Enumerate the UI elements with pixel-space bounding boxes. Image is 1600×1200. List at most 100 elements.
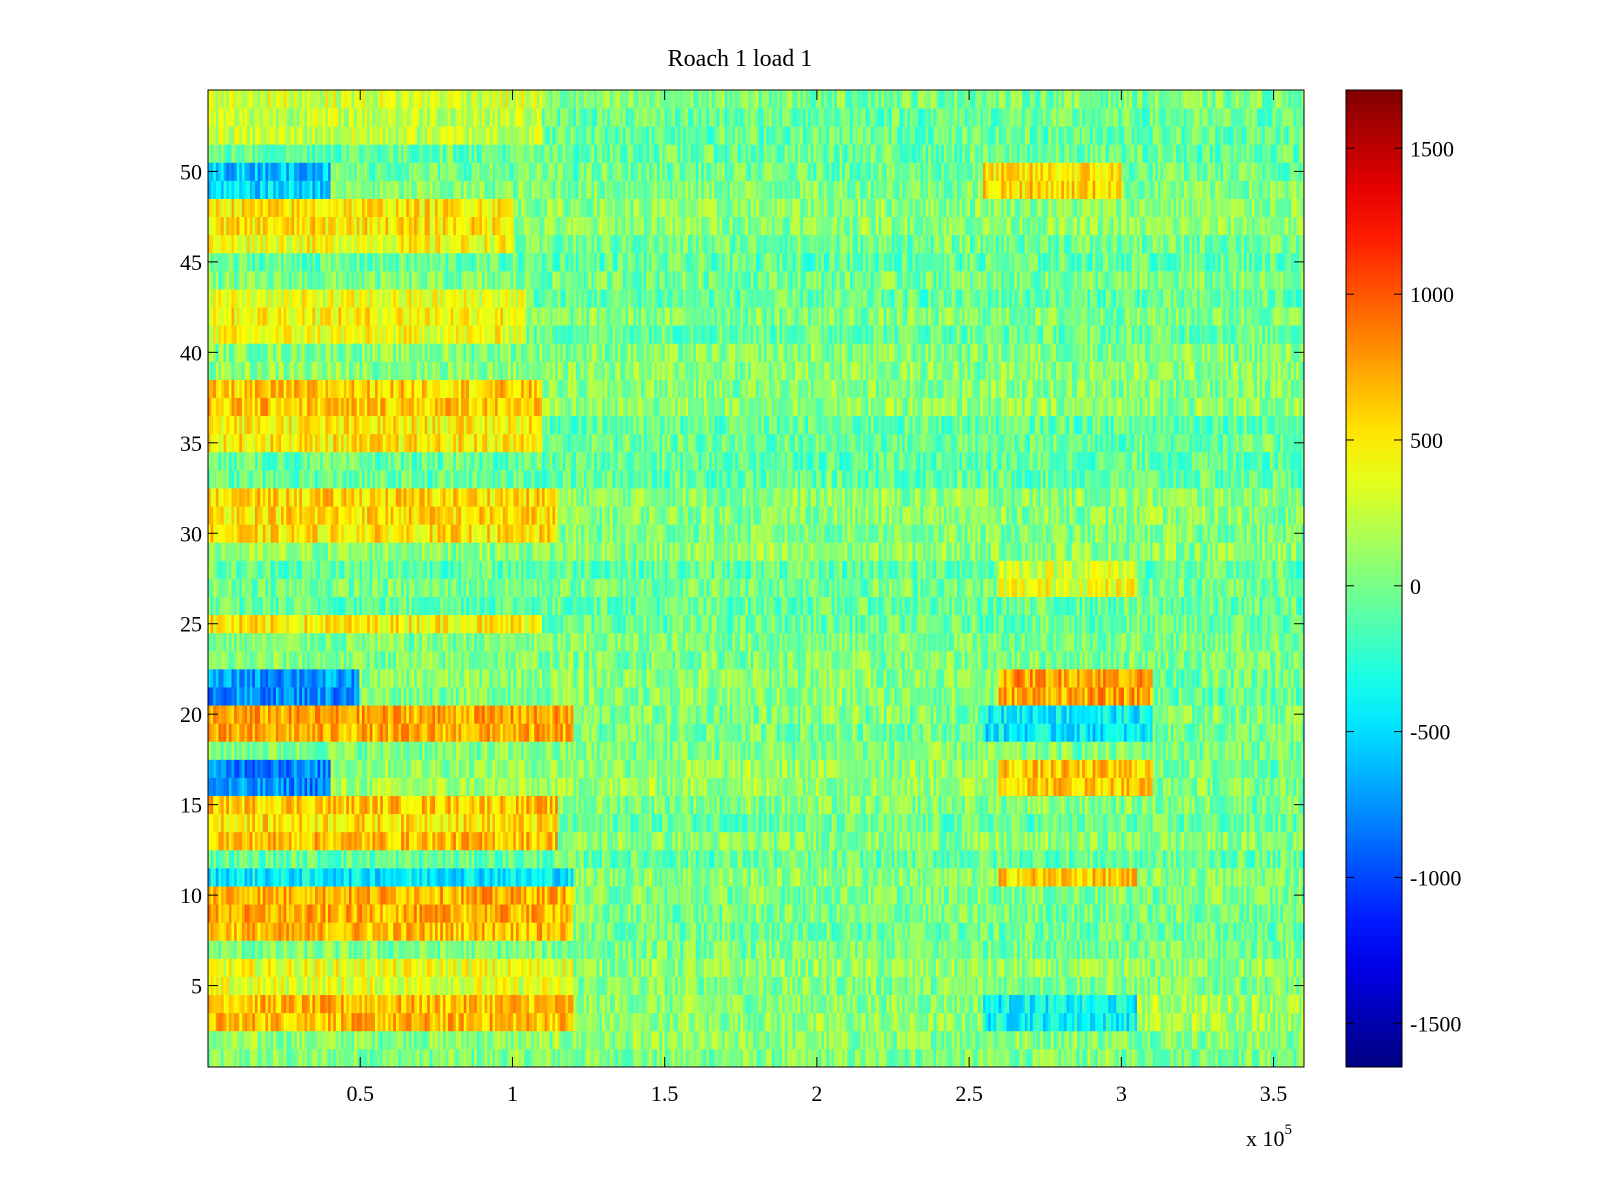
heatmap-cell [518,940,522,959]
heatmap-cell [453,1030,457,1050]
heatmap-cell [779,886,783,905]
heatmap-cell [505,976,509,996]
heatmap-cell [909,1048,913,1068]
heatmap-cell [823,1030,827,1050]
heatmap-cell [588,976,592,996]
heatmap-cell [750,867,754,887]
heatmap-cell [920,1048,924,1068]
heatmap-cell [461,958,465,977]
heatmap-cell [1050,849,1054,869]
heatmap-cell [962,904,966,923]
heatmap-cell [857,1030,861,1050]
heatmap-cell [698,1030,702,1050]
heatmap-cell [1118,976,1122,996]
heatmap-cell [993,922,997,941]
heatmap-cell [581,1030,585,1050]
heatmap-cell [244,976,248,996]
heatmap-cell [304,994,308,1014]
heatmap-cell [463,1012,467,1032]
heatmap-cell [740,1012,744,1032]
heatmap-cell [711,904,715,923]
heatmap-cell [575,976,579,996]
heatmap-cell [265,976,269,996]
heatmap-cell [612,994,616,1014]
heatmap-cell [591,958,595,977]
heatmap-cell [1251,940,1255,959]
heatmap-cell [617,1012,621,1032]
heatmap-cell [698,849,702,869]
chart-title: Roach 1 load 1 [668,46,813,72]
heatmap-cell [1053,904,1057,923]
heatmap-cell [393,976,397,996]
heatmap-cell [241,1012,245,1032]
heatmap-cell [565,886,569,905]
heatmap-cell [847,849,851,869]
heatmap-cell [698,1012,702,1032]
heatmap-cell [497,886,501,905]
heatmap-cell [442,958,446,977]
heatmap-cell [1001,958,1005,977]
heatmap-cell [570,904,574,923]
heatmap-cell [923,922,927,941]
heatmap-cell [1001,849,1005,869]
heatmap-cell [787,940,791,959]
heatmap-cell [862,940,866,959]
heatmap-cell [341,904,345,923]
heatmap-cell [249,849,253,869]
heatmap-cell [737,867,741,887]
heatmap-cell [816,922,820,941]
heatmap-cell [1048,1012,1052,1032]
heatmap-cell [372,958,376,977]
heatmap-cell [518,1048,522,1068]
heatmap-cell [1215,867,1219,887]
heatmap-cell [1014,940,1018,959]
heatmap-cell [398,922,402,941]
heatmap-cell [805,1012,809,1032]
heatmap-cell [899,958,903,977]
heatmap-cell [1150,922,1154,941]
heatmap-cell [1249,867,1253,887]
heatmap-cell [254,849,258,869]
heatmap-cell [586,1012,590,1032]
heatmap-cell [437,976,441,996]
heatmap-cell [531,1048,535,1068]
heatmap-cell [249,904,253,923]
heatmap-cell [1178,1048,1182,1068]
heatmap-cell [685,867,689,887]
heatmap-cell [1011,904,1015,923]
heatmap-cell [669,958,673,977]
heatmap-cell [1236,904,1240,923]
heatmap-cell [1058,940,1062,959]
heatmap-cell [401,867,405,887]
heatmap-cell [1257,976,1261,996]
heatmap-cell [429,994,433,1014]
heatmap-cell [359,922,363,941]
heatmap-cell [226,994,230,1014]
heatmap-cell [1225,958,1229,977]
heatmap-cell [1076,940,1080,959]
heatmap-cell [495,994,499,1014]
heatmap-cell [990,1012,994,1032]
heatmap-cell [646,940,650,959]
heatmap-cell [776,958,780,977]
heatmap-cell [969,1048,973,1068]
heatmap-cell [1236,1030,1240,1050]
heatmap-cell [865,1030,869,1050]
heatmap-cell [427,976,431,996]
heatmap-cell [453,922,457,941]
heatmap-cell [301,1048,305,1068]
heatmap-cell [226,886,230,905]
heatmap-cell [909,994,913,1014]
heatmap-cell [1100,867,1104,887]
heatmap-cell [1100,1048,1104,1068]
heatmap-cell [534,1030,538,1050]
heatmap-cell [737,1048,741,1068]
heatmap-cell [372,886,376,905]
heatmap-cell [896,886,900,905]
heatmap-cell [969,1030,973,1050]
heatmap-cell [946,940,950,959]
heatmap-cell [977,904,981,923]
heatmap-cell [1270,886,1274,905]
heatmap-cell [779,867,783,887]
heatmap-cell [1259,886,1263,905]
